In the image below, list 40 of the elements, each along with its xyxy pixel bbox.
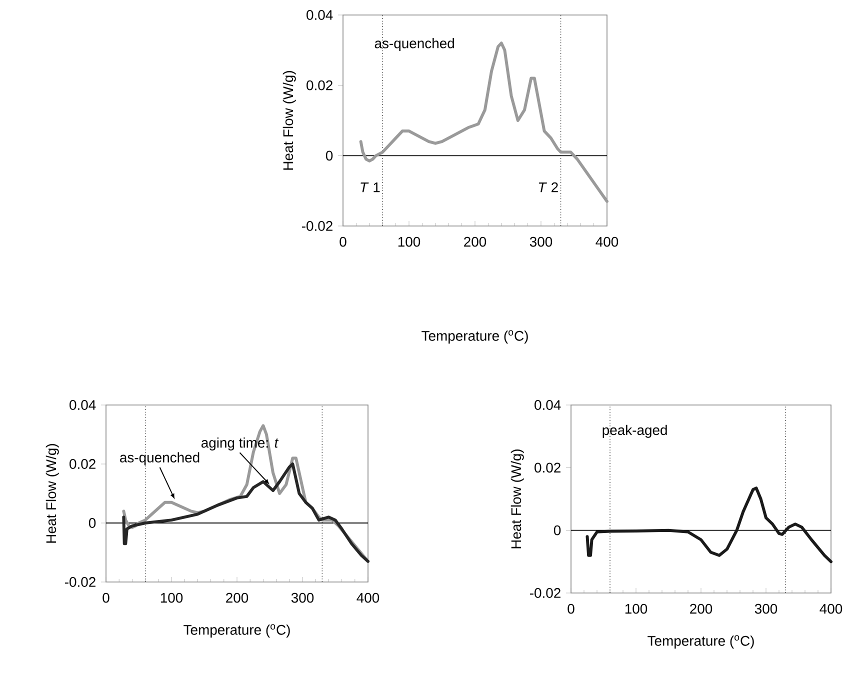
x-tick-label: 0 (340, 236, 346, 247)
y-tick-label: 0.02 (306, 80, 332, 90)
x-axis-title: Temperature ($^{o}$C) (184, 624, 290, 638)
x-tick-label: 400 (820, 604, 842, 614)
x-tick-label: 200 (226, 592, 248, 603)
y-tick-label: 0 (554, 525, 561, 536)
y-tick-label: 0 (88, 518, 96, 528)
x-tick-label: 100 (398, 236, 420, 247)
x-tick-label: 300 (291, 592, 314, 603)
ref-line-label: T 2 (538, 182, 558, 192)
y-tick-label: 0.02 (70, 459, 96, 469)
y-axis-title: Heat Flow (W/g) (46, 444, 59, 543)
y-tick-label: 0.04 (306, 10, 333, 20)
y-axis-title: Heat Flow (W/g) (510, 450, 524, 548)
y-tick-label: 0.04 (70, 400, 96, 410)
x-axis-title: Temperature ($^{o}$C) (422, 330, 528, 344)
x-tick-label: 400 (596, 236, 618, 247)
x-tick-label: 100 (160, 592, 183, 603)
x-tick-label: 300 (754, 604, 778, 614)
annotation: as-quenched (374, 38, 454, 52)
x-tick-label: 200 (690, 604, 712, 614)
x-tick-label: 200 (464, 236, 486, 247)
y-tick-label: -0.02 (302, 221, 332, 231)
y-tick-label: 0 (326, 150, 333, 161)
y-tick-label: 0.02 (534, 462, 560, 473)
y-tick-label: -0.02 (530, 588, 560, 598)
x-tick-label: 0 (102, 592, 110, 603)
y-axis-title: Heat Flow (W/g) (282, 71, 296, 170)
line-series (586, 486, 833, 564)
y-tick-label: 0.04 (534, 400, 561, 410)
x-axis-title: Temperature ($^{o}$C) (648, 635, 754, 649)
y-tick-label: -0.02 (64, 577, 96, 587)
x-tick-label: 400 (356, 592, 380, 603)
x-tick-label: 100 (625, 604, 648, 614)
x-tick-label: 0 (568, 604, 574, 614)
annotation: peak-aged (602, 424, 667, 438)
x-tick-label: 300 (530, 236, 552, 247)
ref-line-label: T 1 (360, 182, 380, 192)
annotation: aging time: t (201, 437, 279, 450)
annotation: as-quenched (120, 452, 200, 466)
